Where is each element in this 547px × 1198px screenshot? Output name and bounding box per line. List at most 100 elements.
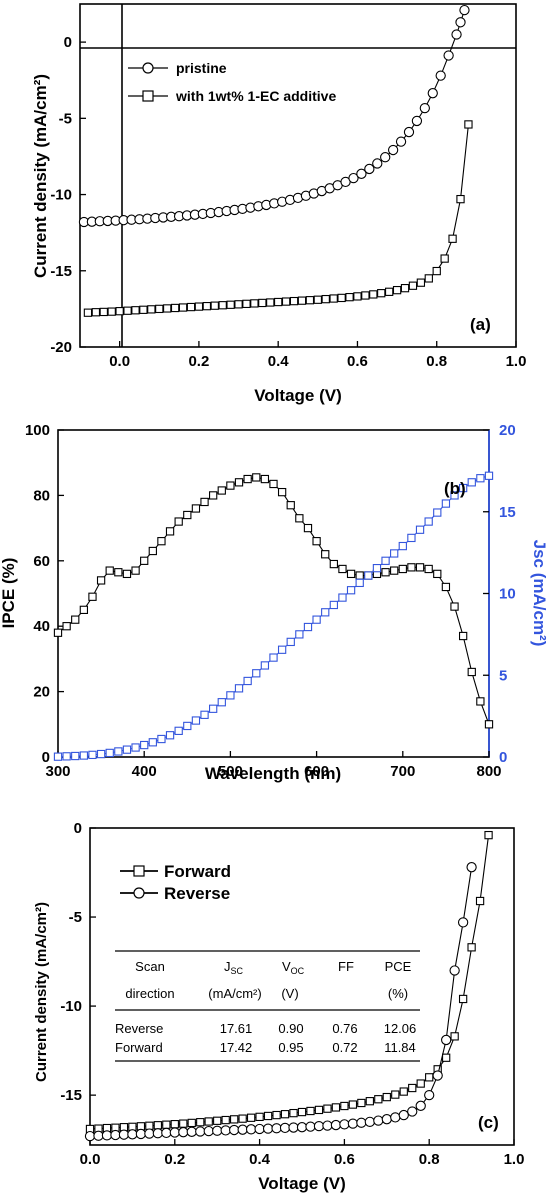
- data-point-square: [250, 299, 259, 308]
- results-table: Scan JSC VOC FF PCE direction (mA/cm²) (…: [115, 950, 420, 1062]
- table-header-jsc-sub: SC: [231, 966, 244, 976]
- data-point-square: [213, 1116, 222, 1125]
- data-point-square: [295, 514, 304, 523]
- panel-b-series: [53, 471, 494, 761]
- data-point-circle: [296, 1122, 308, 1133]
- data-point-circle: [195, 1126, 206, 1137]
- data-point-square: [277, 487, 287, 497]
- data-point-square: [96, 576, 106, 585]
- data-point-square: [238, 1114, 247, 1123]
- data-point-square: [348, 1100, 358, 1109]
- data-point-square: [385, 287, 394, 296]
- y-tick-label: -5: [59, 110, 72, 127]
- data-point-square: [242, 299, 251, 309]
- data-point-square: [263, 1111, 273, 1121]
- table-cell-jsc: 17.61: [220, 1021, 253, 1036]
- data-point-square: [408, 281, 418, 290]
- data-point-circle: [427, 88, 438, 99]
- data-point-circle: [245, 1124, 257, 1135]
- x-tick-label: 700: [390, 763, 415, 780]
- panel-a-xlabel: Voltage (V): [254, 386, 342, 405]
- data-point-square: [226, 691, 235, 700]
- data-point-square: [424, 517, 433, 526]
- data-point-square: [467, 667, 476, 677]
- data-point-circle: [93, 1130, 104, 1141]
- data-point-square: [260, 474, 270, 484]
- table-header-jsc-unit: (mA/cm²): [208, 986, 261, 1001]
- data-point-square: [416, 1079, 425, 1088]
- data-point-circle: [380, 152, 391, 163]
- data-point-square: [467, 943, 476, 952]
- data-point-circle: [161, 1127, 172, 1139]
- data-point-circle: [118, 1129, 130, 1140]
- data-point-square: [255, 1112, 264, 1122]
- data-point-square: [392, 285, 402, 295]
- data-point-square: [204, 1117, 213, 1126]
- x-tick-label: 0.2: [164, 1151, 185, 1168]
- data-point-circle: [127, 1129, 138, 1140]
- data-point-square: [260, 661, 270, 670]
- data-point-square: [53, 752, 63, 761]
- data-point-square: [218, 301, 227, 310]
- legend-label-forward: Forward: [164, 862, 231, 881]
- data-point-circle: [178, 1127, 189, 1138]
- data-point-circle: [451, 29, 462, 40]
- y-tick-label: 0: [74, 820, 82, 837]
- data-point-square: [390, 549, 399, 558]
- y-tick-label: -5: [69, 909, 82, 926]
- y-tick-label: -20: [50, 339, 72, 356]
- table-cell-voc: 0.95: [278, 1040, 303, 1055]
- data-point-circle: [313, 1120, 325, 1132]
- data-point-square: [194, 302, 204, 311]
- panel-c-legend: Forward Reverse: [120, 862, 231, 903]
- data-point-square: [321, 608, 330, 617]
- data-point-square: [277, 645, 287, 654]
- data-point-circle: [288, 1122, 299, 1133]
- data-point-square: [441, 499, 451, 508]
- data-point-square: [170, 303, 180, 313]
- data-point-square: [243, 676, 252, 686]
- data-point-square: [226, 300, 235, 309]
- data-point-square: [312, 615, 321, 624]
- data-point-square: [217, 486, 226, 495]
- data-point-circle: [110, 1129, 121, 1141]
- data-point-square: [281, 297, 291, 306]
- legend-marker-circle: [133, 887, 145, 899]
- data-point-square: [484, 720, 494, 729]
- y-tick-label: 0: [499, 749, 507, 766]
- data-point-square: [217, 698, 226, 707]
- data-point-square: [96, 749, 106, 759]
- data-point-circle: [348, 172, 359, 184]
- x-tick-label: 400: [132, 763, 157, 780]
- data-point-square: [450, 602, 459, 611]
- data-point-square: [295, 630, 304, 639]
- data-point-circle: [330, 1119, 342, 1131]
- data-point-square: [186, 302, 196, 312]
- series-line: [57, 476, 490, 725]
- table-cell-direction: Forward: [115, 1040, 163, 1055]
- data-point-square: [162, 1120, 171, 1129]
- data-point-circle: [135, 1128, 147, 1140]
- data-point-square: [200, 497, 209, 507]
- data-point-circle: [390, 1112, 401, 1123]
- data-point-square: [441, 582, 451, 592]
- data-point-square: [209, 491, 218, 500]
- data-point-circle: [435, 70, 446, 81]
- data-point-square: [424, 564, 433, 574]
- data-point-square: [400, 284, 410, 293]
- data-point-square: [357, 1098, 366, 1108]
- data-point-square: [467, 478, 476, 487]
- data-point-square: [340, 1101, 349, 1111]
- data-point-square: [140, 556, 149, 565]
- data-point-square: [329, 600, 338, 610]
- data-point-square: [450, 491, 459, 500]
- data-point-circle: [466, 862, 477, 873]
- data-point-square: [476, 697, 485, 706]
- series-line: [89, 835, 490, 1130]
- data-point-square: [355, 571, 364, 580]
- data-point-square: [458, 994, 468, 1004]
- panel-c-series: [84, 830, 493, 1142]
- panel-b-label: (b): [444, 479, 466, 498]
